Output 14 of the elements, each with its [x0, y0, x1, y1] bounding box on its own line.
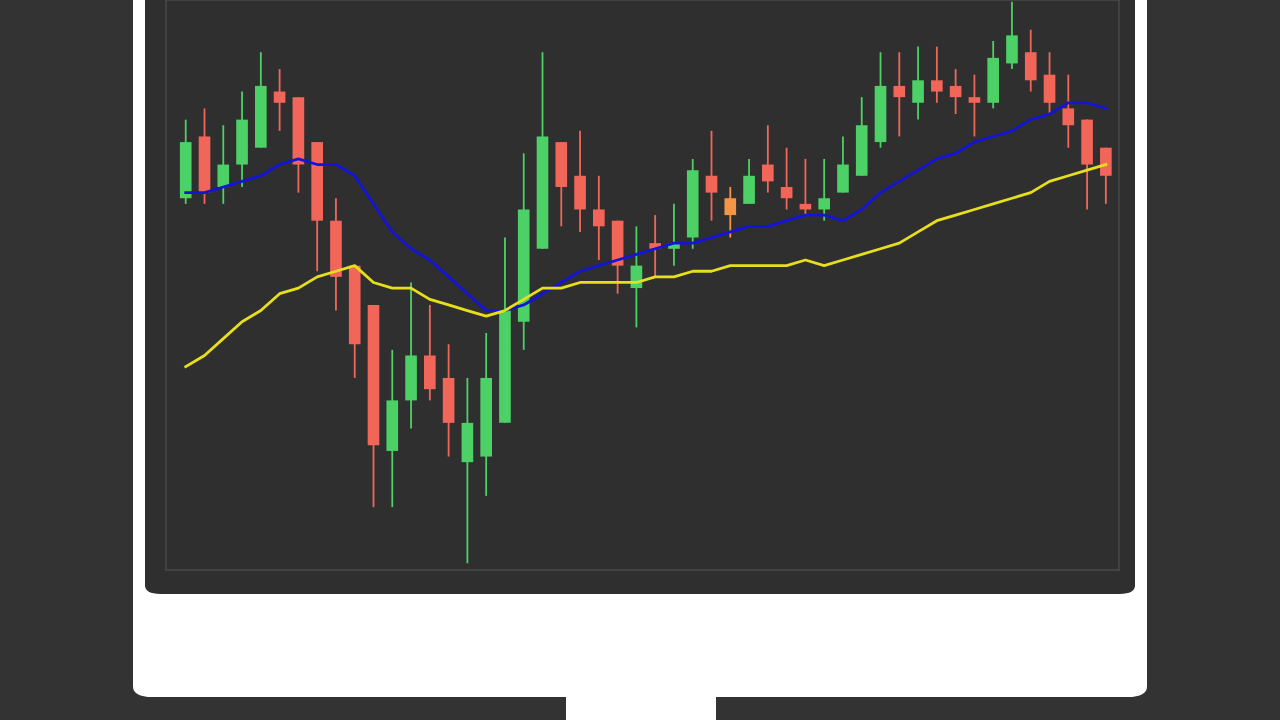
candlestick — [968, 73, 981, 138]
candlestick — [780, 146, 793, 211]
candlestick — [1062, 73, 1075, 149]
candlestick — [724, 186, 737, 239]
candlestick — [912, 45, 924, 121]
candlestick — [931, 45, 943, 104]
candlestick — [949, 68, 962, 115]
candlestick — [893, 51, 906, 138]
candlestick — [593, 174, 605, 261]
candlestick — [762, 124, 774, 194]
candlestick — [273, 68, 286, 132]
candlestick — [705, 129, 718, 222]
candlestick — [217, 124, 230, 205]
candlestick — [818, 158, 830, 222]
